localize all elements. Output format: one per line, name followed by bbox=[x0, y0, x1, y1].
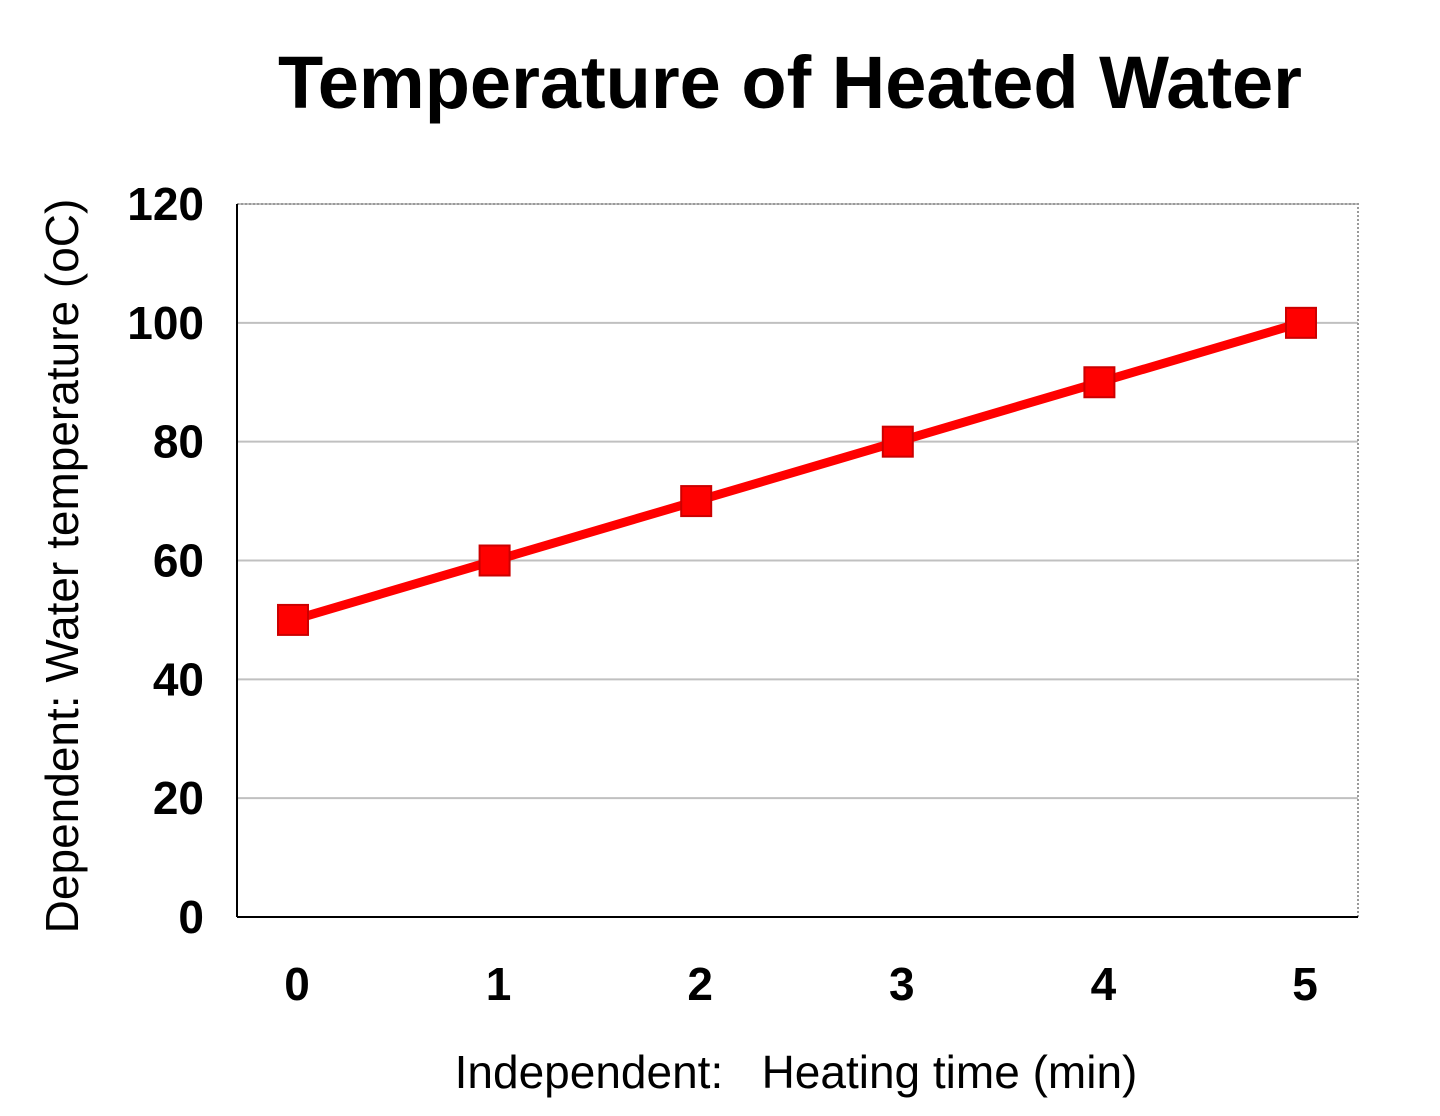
data-point-1 bbox=[478, 544, 511, 577]
plot-area bbox=[236, 203, 1359, 918]
data-point-4 bbox=[1083, 366, 1116, 399]
x-tick-label-0: 0 bbox=[284, 958, 310, 1010]
y-tick-label-80: 80 bbox=[153, 416, 204, 468]
y-tick-label-100: 100 bbox=[127, 297, 204, 349]
x-axis-label: Independent: Heating time (min) bbox=[455, 1046, 1138, 1098]
y-tick-label-40: 40 bbox=[153, 653, 204, 705]
chart-title: Temperature of Heated Water bbox=[278, 41, 1302, 124]
x-tick-label-3: 3 bbox=[889, 958, 915, 1010]
x-tick-label-5: 5 bbox=[1292, 958, 1318, 1010]
gridlines bbox=[237, 203, 1358, 800]
series-line bbox=[291, 318, 1303, 625]
x-tick-labels: 0 1 2 3 4 5 bbox=[284, 958, 1318, 1010]
y-tick-labels: 0 20 40 60 80 100 120 bbox=[127, 178, 204, 943]
x-tick-label-4: 4 bbox=[1091, 958, 1117, 1010]
series-water-temperature bbox=[277, 306, 1317, 636]
y-axis-label: Dependent: Water temperature (oC) bbox=[36, 199, 88, 934]
x-tick-label-2: 2 bbox=[687, 958, 713, 1010]
y-tick-label-0: 0 bbox=[178, 891, 204, 943]
data-point-3 bbox=[881, 425, 914, 458]
y-tick-label-60: 60 bbox=[153, 535, 204, 587]
data-point-2 bbox=[680, 485, 713, 518]
data-point-0 bbox=[277, 603, 309, 636]
y-tick-label-20: 20 bbox=[153, 772, 204, 824]
y-tick-label-120: 120 bbox=[127, 178, 204, 230]
data-point-5 bbox=[1285, 306, 1317, 339]
x-tick-label-1: 1 bbox=[486, 958, 512, 1010]
